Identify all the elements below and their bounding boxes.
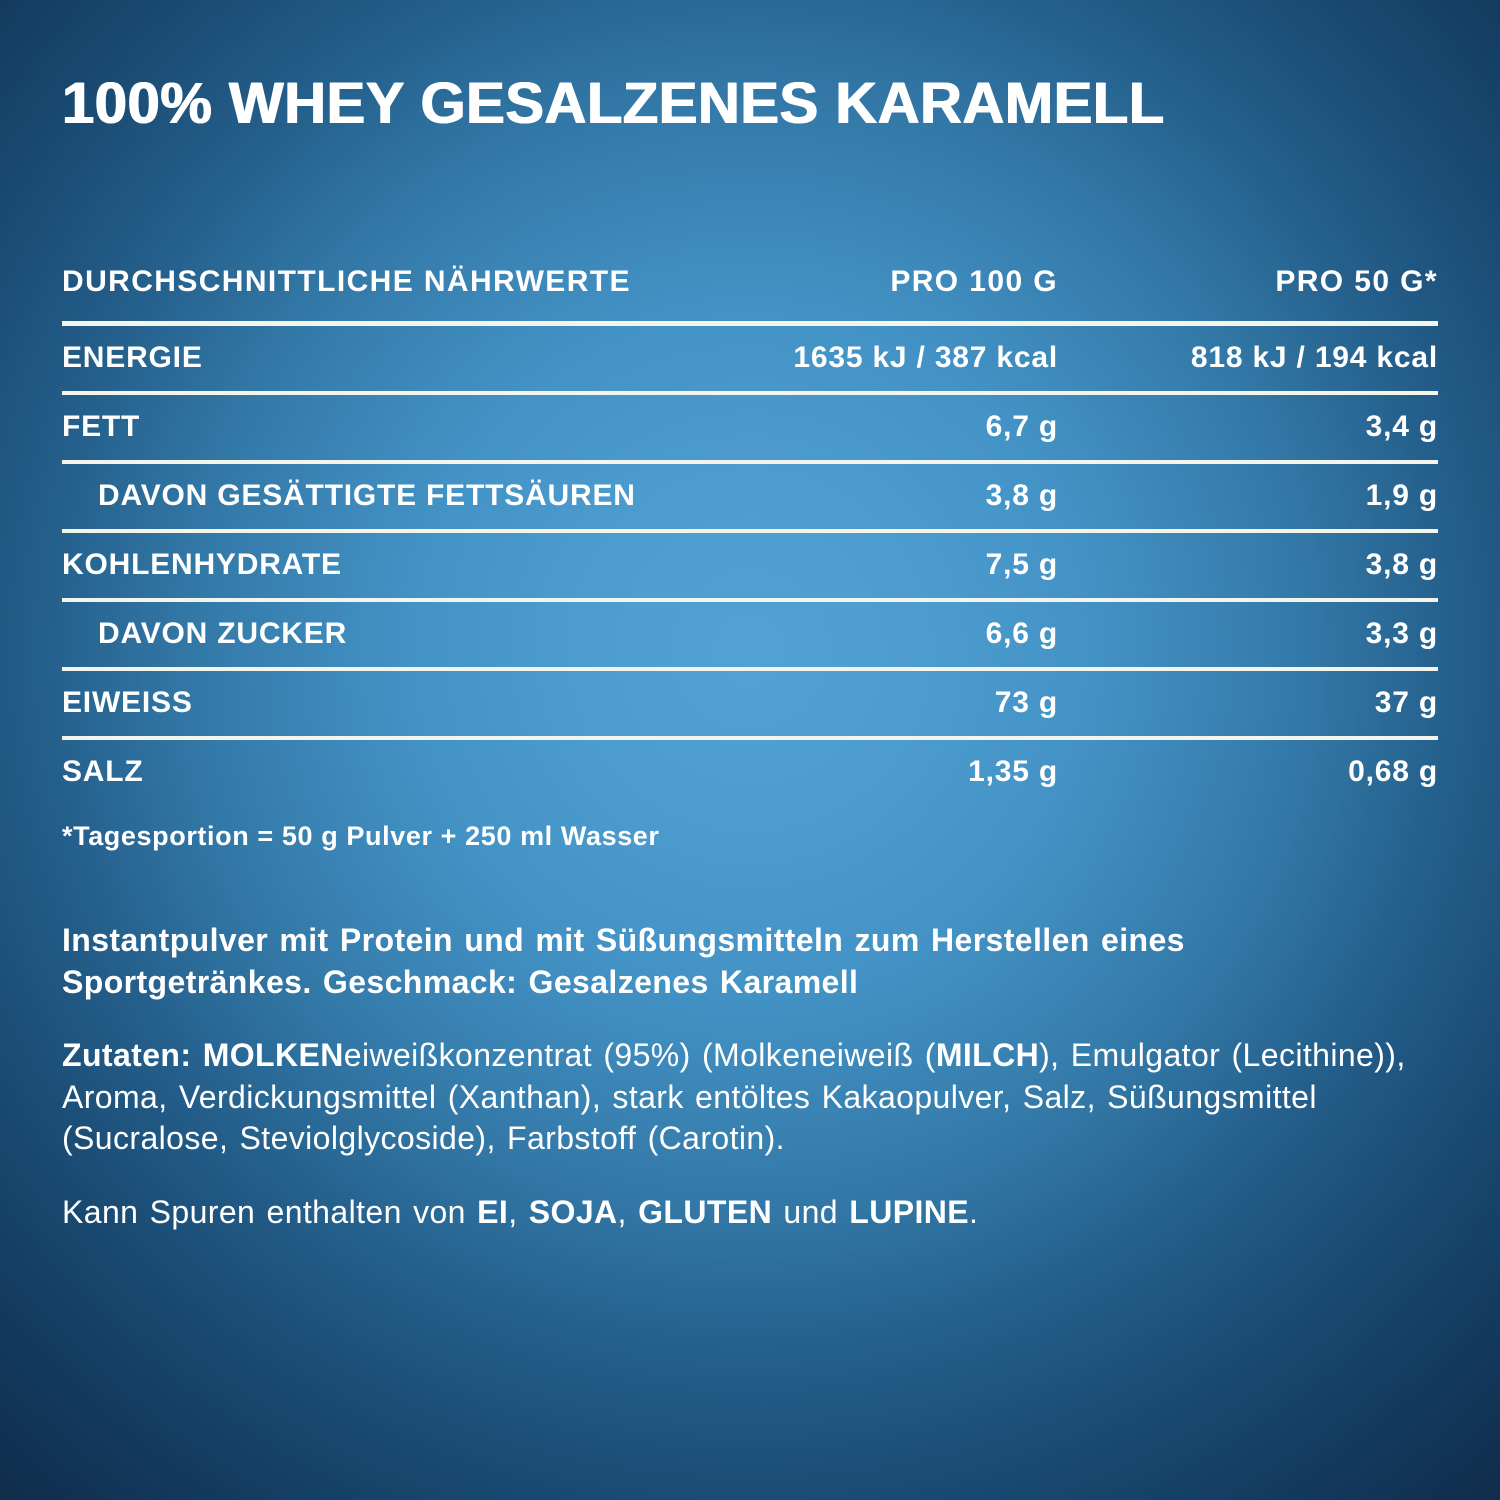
- header-per-100g: PRO 100 G: [890, 264, 1058, 298]
- text-run: eiweißkonzentrat (95%) (Molkeneiweiß (: [343, 1037, 936, 1074]
- text-run: ,: [617, 1193, 639, 1230]
- row-label: EIWEISS: [62, 686, 193, 720]
- product-description: Instantpulver mit Protein und mit Süßung…: [62, 920, 1438, 1003]
- header-nutrients-label: DURCHSCHNITTLICHE NÄHRWERTE: [62, 264, 631, 298]
- row-value-per100g: 6,7 g: [985, 410, 1058, 444]
- table-row: DAVON GESÄTTIGTE FETTSÄUREN 3,8 g 1,9 g: [62, 459, 1438, 529]
- table-footnote: *Tagesportion = 50 g Pulver + 250 ml Was…: [62, 820, 660, 851]
- row-value-per100g: 73 g: [994, 686, 1058, 720]
- row-value-per50g: 3,3 g: [1365, 617, 1438, 651]
- ingredients-paragraph: Zutaten: MOLKENeiweißkonzentrat (95%) (M…: [62, 1035, 1438, 1160]
- row-value-per100g: 3,8 g: [985, 479, 1058, 513]
- bold-text-run: MILCH: [935, 1037, 1040, 1074]
- nutrition-table: DURCHSCHNITTLICHE NÄHRWERTE PRO 100 G PR…: [62, 265, 1438, 852]
- table-row: EIWEISS 73 g 37 g: [62, 666, 1438, 736]
- product-title: 100% WHEY GESALZENES KARAMELL: [62, 71, 1165, 136]
- row-value-per100g: 1,35 g: [968, 755, 1058, 789]
- row-label: DAVON ZUCKER: [98, 617, 348, 651]
- text-run: ,: [508, 1193, 529, 1230]
- row-label: FETT: [62, 410, 141, 444]
- row-value-per50g: 3,8 g: [1365, 548, 1438, 582]
- row-value-per50g: 0,68 g: [1348, 755, 1438, 789]
- bold-text-run: Instantpulver mit Protein und mit Süßung…: [62, 921, 1185, 1000]
- row-value-per100g: 6,6 g: [985, 617, 1058, 651]
- row-value-per100g: 1635 kJ / 387 kcal: [793, 341, 1058, 375]
- header-per-50g: PRO 50 G*: [1275, 264, 1438, 298]
- row-value-per50g: 3,4 g: [1365, 410, 1438, 444]
- table-body: ENERGIE 1635 kJ / 387 kcal 818 kJ / 194 kc…: [62, 326, 1438, 805]
- text-run: Kann Spuren enthalten von: [62, 1193, 478, 1230]
- text-run: ), Emulgator (Lecithine)), Aroma, Verdic…: [62, 1037, 1406, 1157]
- bold-text-run: Zutaten: MOLKEN: [62, 1037, 344, 1074]
- text-run: .: [969, 1193, 979, 1230]
- text-run: und: [772, 1193, 850, 1230]
- table-row: KOHLENHYDRATE 7,5 g 3,8 g: [62, 528, 1438, 598]
- table-header-row: DURCHSCHNITTLICHE NÄHRWERTE PRO 100 G PR…: [62, 265, 1438, 326]
- row-value-per50g: 818 kJ / 194 kcal: [1190, 341, 1438, 375]
- bold-text-run: EI: [477, 1193, 509, 1230]
- bold-text-run: LUPINE: [849, 1193, 970, 1230]
- bold-text-run: GLUTEN: [638, 1193, 773, 1230]
- table-row: FETT 6,7 g 3,4 g: [62, 390, 1438, 460]
- row-value-per50g: 37 g: [1374, 686, 1438, 720]
- row-label: SALZ: [62, 755, 144, 789]
- allergen-note: Kann Spuren enthalten von EI, SOJA, GLUT…: [62, 1192, 1438, 1234]
- table-row: DAVON ZUCKER 6,6 g 3,3 g: [62, 597, 1438, 667]
- row-label: KOHLENHYDRATE: [62, 548, 342, 582]
- bold-text-run: SOJA: [528, 1193, 618, 1230]
- row-label: DAVON GESÄTTIGTE FETTSÄUREN: [98, 479, 636, 513]
- table-row: ENERGIE 1635 kJ / 387 kcal 818 kJ / 194 kc…: [62, 326, 1438, 391]
- table-row: SALZ 1,35 g 0,68 g: [62, 735, 1438, 805]
- row-value-per100g: 7,5 g: [985, 548, 1058, 582]
- row-value-per50g: 1,9 g: [1365, 479, 1438, 513]
- row-label: ENERGIE: [62, 341, 203, 375]
